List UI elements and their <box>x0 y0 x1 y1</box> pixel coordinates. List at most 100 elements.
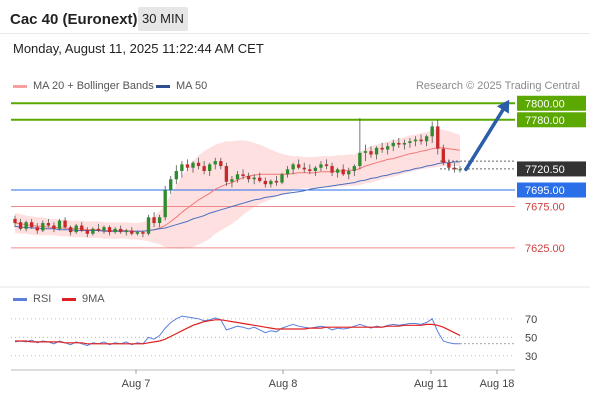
timestamp: Monday, August 11, 2025 11:22:44 AM CET <box>13 41 264 56</box>
candle <box>41 220 45 233</box>
candle <box>124 228 128 236</box>
candle <box>135 230 140 236</box>
candle <box>180 161 184 178</box>
price-level-label: 7675.00 <box>525 202 565 214</box>
candle-body <box>380 147 384 150</box>
candle <box>291 162 295 175</box>
candle-body <box>63 220 67 228</box>
price-label-box <box>517 95 586 111</box>
candle-body <box>74 225 78 233</box>
candle <box>107 225 112 236</box>
candle-body <box>52 225 56 229</box>
candle <box>119 225 123 234</box>
candle-body <box>169 179 173 190</box>
legend-bollinger-label: MA 20 + Bollinger Bands <box>33 80 154 92</box>
candle-body <box>369 151 373 155</box>
candle <box>285 166 290 178</box>
candle-body <box>130 230 134 234</box>
candle <box>80 222 84 233</box>
candle <box>352 164 356 176</box>
price-level-label: 7695.00 <box>525 185 565 197</box>
candle-body <box>402 142 407 145</box>
candle <box>447 159 451 171</box>
candle-body <box>163 190 167 218</box>
forecast-arrow-head <box>496 99 510 114</box>
candle-body <box>230 179 234 182</box>
candle-body <box>107 227 112 233</box>
candle-body <box>80 225 84 231</box>
candle <box>174 165 178 185</box>
ma50-line <box>14 161 460 232</box>
candle <box>402 139 407 150</box>
candle-body <box>68 227 73 233</box>
candle-body <box>174 171 178 180</box>
candle <box>57 218 62 231</box>
candle <box>430 121 434 143</box>
candle-body <box>458 169 462 171</box>
candle-body <box>441 148 445 163</box>
rsi-swatch <box>13 297 27 301</box>
candle <box>224 162 229 186</box>
candle <box>63 217 67 229</box>
candle <box>91 227 95 236</box>
candle-body <box>313 167 318 171</box>
rsi-line <box>14 315 460 347</box>
candle <box>230 175 234 188</box>
candle-body <box>319 164 323 168</box>
research-credit: Research © 2025 Trading Central <box>415 80 580 92</box>
candle <box>146 214 151 236</box>
legend-bollinger: MA 20 + Bollinger Bands <box>13 80 154 92</box>
candle-body <box>113 228 117 233</box>
candle-body <box>246 175 251 180</box>
candle-body <box>430 126 434 137</box>
x-tick-label: Aug 8 <box>269 378 298 390</box>
legend-rsi-label: RSI <box>33 293 52 305</box>
candle-body <box>352 166 356 171</box>
candle-body <box>152 217 156 224</box>
candle <box>246 172 251 183</box>
candle <box>185 159 190 171</box>
candle <box>274 175 279 186</box>
candle-body <box>157 217 162 224</box>
candle-body <box>374 147 379 155</box>
candle <box>441 144 445 166</box>
rsi-tick-label: 50 <box>525 332 537 344</box>
candle <box>163 185 167 221</box>
candle-body <box>46 223 51 226</box>
x-tick-label: Aug 7 <box>122 378 151 390</box>
candle <box>258 172 262 183</box>
candle-body <box>363 151 368 153</box>
candle-body <box>302 167 306 170</box>
candle-body <box>397 142 401 145</box>
candle <box>52 222 56 233</box>
price-label-box <box>517 161 586 177</box>
bollinger-swatch <box>13 84 27 88</box>
candle <box>68 225 73 236</box>
candle <box>213 157 217 170</box>
candle-body <box>13 218 17 224</box>
ma50-swatch <box>156 84 170 88</box>
timeframe-button[interactable]: 30 MIN <box>138 7 188 31</box>
candle <box>30 218 34 229</box>
candle <box>252 174 256 185</box>
legend-ma50: MA 50 <box>156 80 207 92</box>
candle <box>313 166 318 176</box>
candle <box>157 214 162 228</box>
candle-body <box>85 230 89 234</box>
candle-body <box>213 161 217 165</box>
candle <box>363 144 368 162</box>
candle-body <box>358 152 362 167</box>
candle <box>280 172 284 185</box>
legend-rsi: RSI <box>13 293 51 305</box>
candle-body <box>191 162 195 168</box>
candle-body <box>102 227 106 231</box>
candle <box>341 164 345 176</box>
candle <box>18 218 23 231</box>
candle <box>319 161 323 171</box>
candle-body <box>30 222 34 228</box>
candle-body <box>386 146 390 150</box>
candle-body <box>391 142 395 147</box>
x-tick-label: Aug 11 <box>414 378 448 390</box>
candle-body <box>436 126 440 149</box>
